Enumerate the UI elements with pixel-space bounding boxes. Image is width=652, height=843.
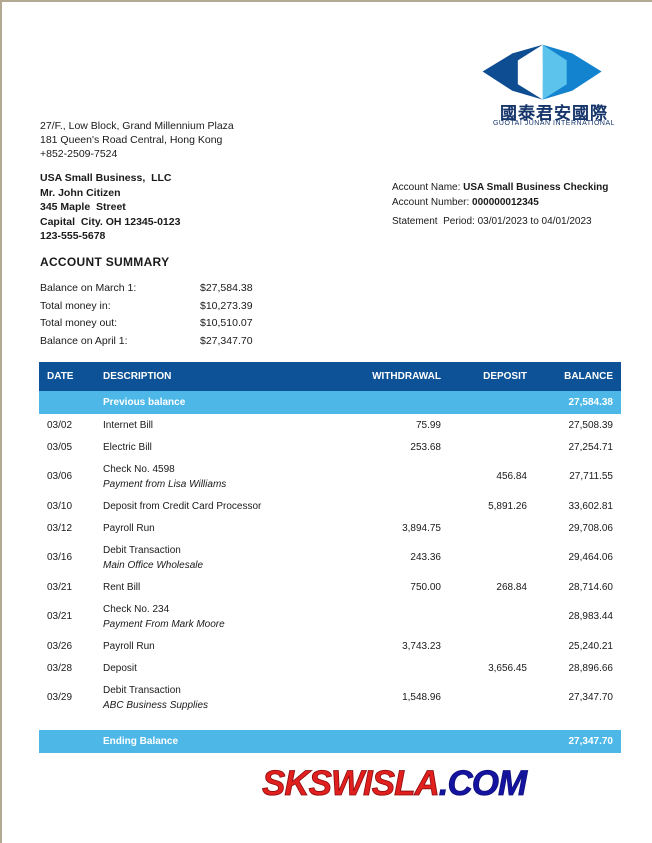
svg-text:SKSWISLA.COM: SKSWISLA.COM: [262, 764, 528, 803]
